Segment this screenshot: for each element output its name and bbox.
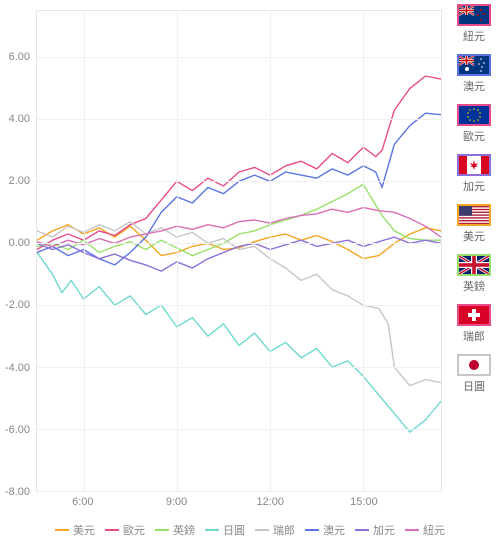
flag-item-cad[interactable]: 加元 — [452, 154, 496, 194]
flag-label: 美元 — [463, 228, 485, 244]
x-tick-label: 12:00 — [256, 496, 284, 508]
legend-swatch — [355, 529, 369, 531]
flag-sidebar: 紐元澳元歐元加元美元英鎊瑞郎日圓 — [448, 0, 500, 516]
x-tick-label: 9:00 — [166, 496, 187, 508]
chf-flag-icon — [457, 304, 491, 326]
flag-item-nzd[interactable]: 紐元 — [452, 4, 496, 44]
flag-label: 日圓 — [463, 378, 485, 394]
flag-item-usd[interactable]: 美元 — [452, 204, 496, 244]
flag-label: 加元 — [463, 178, 485, 194]
usd-flag-icon — [457, 204, 491, 226]
flag-item-chf[interactable]: 瑞郎 — [452, 304, 496, 344]
legend-item-nzd[interactable]: 紐元 — [405, 522, 445, 538]
gridline-v — [363, 11, 364, 491]
legend-item-jpy[interactable]: 日圓 — [205, 522, 245, 538]
legend-label: 歐元 — [123, 522, 145, 538]
main-row: -8.00 -6.00 -4.00 -2.00 0.00 2.00 4.00 6.00 6:0… — [0, 0, 500, 516]
y-tick-label: 6.00 — [9, 51, 30, 63]
series-line-gbp — [37, 184, 441, 255]
gridline-h — [37, 57, 441, 58]
y-tick-label: -2.00 — [5, 299, 30, 311]
legend-label: 美元 — [73, 522, 95, 538]
cad-flag-icon — [457, 154, 491, 176]
gridline-v — [177, 11, 178, 491]
legend-item-aud[interactable]: 澳元 — [305, 522, 345, 538]
flag-label: 英鎊 — [463, 278, 485, 294]
gridline-v — [84, 11, 85, 491]
legend-item-gbp[interactable]: 英鎊 — [155, 522, 195, 538]
gridline-h — [37, 491, 441, 492]
gbp-flag-icon — [457, 254, 491, 276]
flag-item-jpy[interactable]: 日圓 — [452, 354, 496, 394]
y-tick-label: -6.00 — [5, 424, 30, 436]
chart-zone: -8.00 -6.00 -4.00 -2.00 0.00 2.00 4.00 6.00 6:0… — [0, 0, 448, 516]
jpy-flag-icon — [457, 354, 491, 376]
legend-item-cad[interactable]: 加元 — [355, 522, 395, 538]
legend-swatch — [305, 529, 319, 531]
gridline-h — [37, 243, 441, 244]
gridline-h — [37, 119, 441, 120]
legend-label: 瑞郎 — [273, 522, 295, 538]
legend-label: 澳元 — [323, 522, 345, 538]
legend-item-usd[interactable]: 美元 — [55, 522, 95, 538]
gridline-h — [37, 367, 441, 368]
legend-label: 日圓 — [223, 522, 245, 538]
series-line-eur — [37, 76, 441, 250]
series-line-jpy — [37, 253, 441, 433]
legend-swatch — [105, 529, 119, 531]
legend-swatch — [405, 529, 419, 531]
legend-label: 加元 — [373, 522, 395, 538]
legend-item-chf[interactable]: 瑞郎 — [255, 522, 295, 538]
gridline-h — [37, 305, 441, 306]
x-tick-label: 6:00 — [72, 496, 93, 508]
legend-label: 英鎊 — [173, 522, 195, 538]
flag-label: 紐元 — [463, 28, 485, 44]
y-tick-label: -4.00 — [5, 362, 30, 374]
y-tick-label: 2.00 — [9, 175, 30, 187]
legend-swatch — [255, 529, 269, 531]
flag-item-gbp[interactable]: 英鎊 — [452, 254, 496, 294]
flag-label: 歐元 — [463, 128, 485, 144]
x-tick-label: 15:00 — [350, 496, 378, 508]
legend-label: 紐元 — [423, 522, 445, 538]
x-axis-labels: 6:00 9:00 12:00 15:00 — [36, 496, 442, 512]
legend-item-eur[interactable]: 歐元 — [105, 522, 145, 538]
flag-item-eur[interactable]: 歐元 — [452, 104, 496, 144]
legend-swatch — [55, 529, 69, 531]
legend-swatch — [155, 529, 169, 531]
series-line-aud — [37, 113, 441, 265]
y-axis-labels: -8.00-6.00-4.00-2.000.002.004.006.00 — [0, 10, 34, 492]
aud-flag-icon — [457, 54, 491, 76]
y-tick-label: 0.00 — [9, 237, 30, 249]
plot-area — [36, 10, 442, 492]
flag-item-aud[interactable]: 澳元 — [452, 54, 496, 94]
line-series-svg — [37, 11, 441, 491]
y-tick-label: -8.00 — [5, 486, 30, 498]
gridline-h — [37, 429, 441, 430]
flag-label: 瑞郎 — [463, 328, 485, 344]
legend: 美元 歐元 英鎊 日圓 瑞郎 澳元 加元 紐元 — [0, 516, 500, 546]
y-tick-label: 4.00 — [9, 113, 30, 125]
flag-label: 澳元 — [463, 78, 485, 94]
chart-container: -8.00 -6.00 -4.00 -2.00 0.00 2.00 4.00 6.00 6:0… — [0, 0, 500, 546]
legend-swatch — [205, 529, 219, 531]
eur-flag-icon — [457, 104, 491, 126]
gridline-h — [37, 181, 441, 182]
nzd-flag-icon — [457, 4, 491, 26]
gridline-v — [270, 11, 271, 491]
